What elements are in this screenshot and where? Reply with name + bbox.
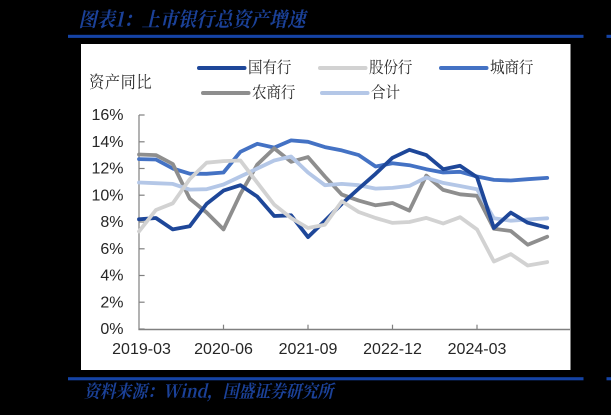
svg-text:14%: 14%	[91, 134, 123, 151]
svg-text:0%: 0%	[100, 321, 123, 338]
svg-text:16%: 16%	[91, 107, 123, 124]
svg-text:2021-09: 2021-09	[279, 341, 338, 358]
svg-text:2022-12: 2022-12	[363, 341, 422, 358]
svg-text:6%: 6%	[100, 241, 123, 258]
svg-text:2%: 2%	[100, 294, 123, 311]
svg-text:2024-03: 2024-03	[448, 341, 507, 358]
svg-text:2020-06: 2020-06	[194, 341, 253, 358]
svg-text:10%: 10%	[91, 187, 123, 204]
svg-text:2019-03: 2019-03	[112, 341, 171, 358]
svg-text:4%: 4%	[100, 268, 123, 285]
svg-text:12%: 12%	[91, 161, 123, 178]
svg-text:8%: 8%	[100, 214, 123, 231]
